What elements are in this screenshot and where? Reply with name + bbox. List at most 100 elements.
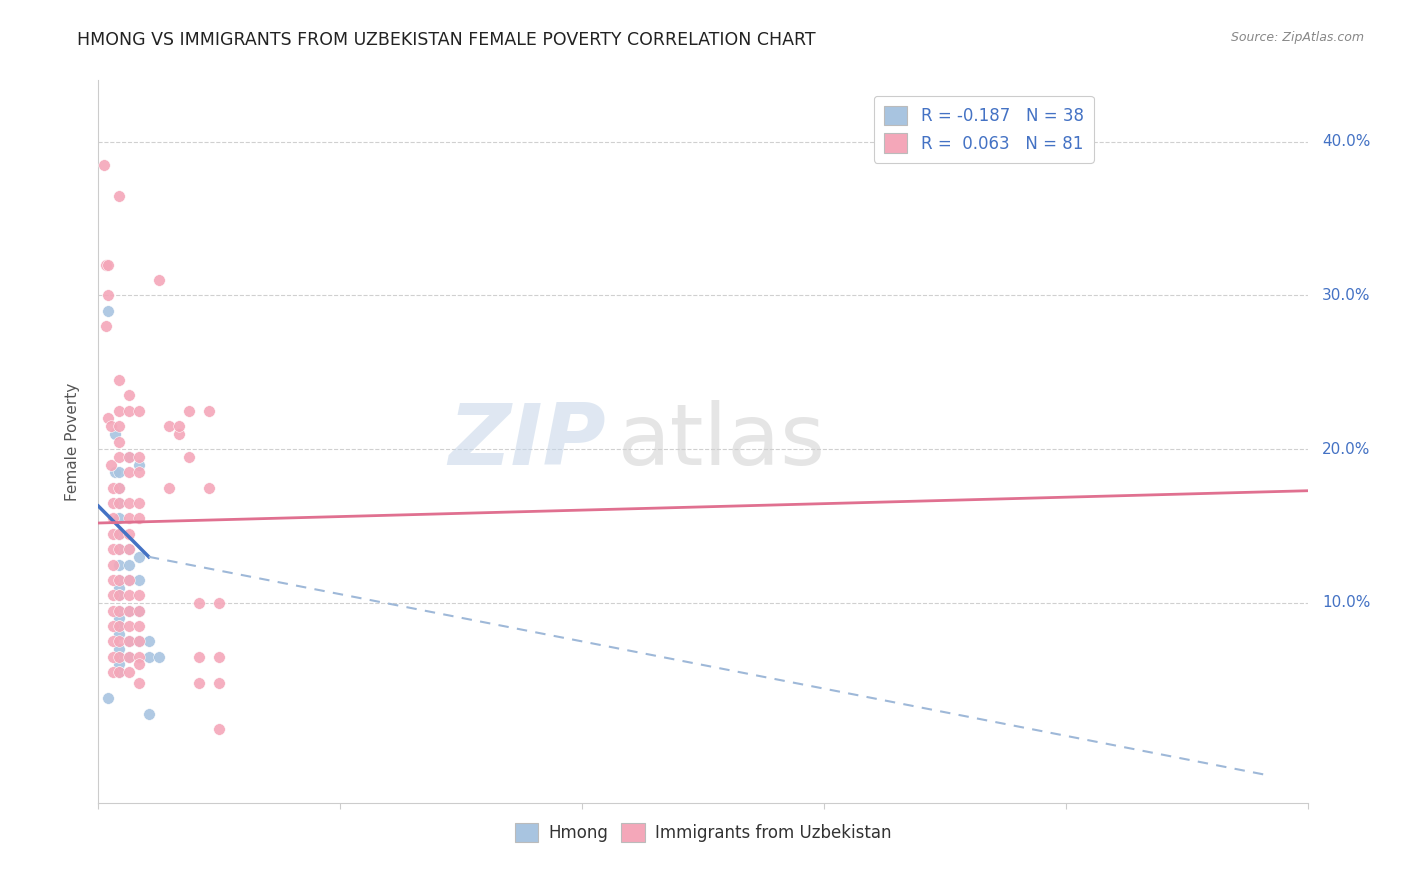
Text: ZIP: ZIP — [449, 400, 606, 483]
Point — [188, 676, 211, 690]
Point — [118, 649, 141, 664]
Point — [208, 722, 231, 736]
Point — [107, 649, 129, 664]
Point — [107, 434, 129, 449]
Point — [107, 619, 129, 633]
Point — [96, 319, 118, 334]
Point — [107, 611, 129, 625]
Point — [179, 450, 201, 464]
Legend: Hmong, Immigrants from Uzbekistan: Hmong, Immigrants from Uzbekistan — [508, 816, 898, 848]
Point — [107, 511, 129, 525]
Text: 10.0%: 10.0% — [1322, 596, 1371, 610]
Point — [107, 558, 129, 572]
Point — [118, 558, 141, 572]
Point — [118, 634, 141, 648]
Point — [198, 481, 221, 495]
Point — [107, 626, 129, 640]
Point — [118, 404, 141, 418]
Point — [118, 604, 141, 618]
Text: 20.0%: 20.0% — [1322, 442, 1371, 457]
Point — [118, 526, 141, 541]
Point — [118, 388, 141, 402]
Point — [138, 649, 160, 664]
Point — [107, 634, 129, 648]
Point — [107, 481, 129, 495]
Point — [128, 634, 150, 648]
Point — [107, 496, 129, 510]
Point — [107, 481, 129, 495]
Point — [107, 588, 129, 602]
Point — [103, 426, 125, 441]
Point — [97, 288, 120, 302]
Point — [97, 411, 120, 425]
Point — [107, 450, 129, 464]
Text: HMONG VS IMMIGRANTS FROM UZBEKISTAN FEMALE POVERTY CORRELATION CHART: HMONG VS IMMIGRANTS FROM UZBEKISTAN FEMA… — [77, 31, 815, 49]
Point — [96, 258, 118, 272]
Point — [148, 649, 170, 664]
Point — [118, 665, 141, 680]
Point — [101, 634, 124, 648]
Point — [101, 665, 124, 680]
Point — [138, 706, 160, 721]
Point — [157, 481, 180, 495]
Point — [128, 619, 150, 633]
Point — [118, 450, 141, 464]
Point — [107, 419, 129, 434]
Text: 30.0%: 30.0% — [1322, 288, 1371, 303]
Point — [107, 573, 129, 587]
Point — [93, 158, 115, 172]
Point — [101, 511, 124, 525]
Point — [103, 465, 125, 479]
Point — [97, 691, 120, 706]
Point — [208, 596, 231, 610]
Point — [118, 588, 141, 602]
Point — [128, 549, 150, 564]
Text: Source: ZipAtlas.com: Source: ZipAtlas.com — [1230, 31, 1364, 45]
Point — [107, 649, 129, 664]
Point — [118, 542, 141, 557]
Point — [128, 649, 150, 664]
Point — [107, 373, 129, 387]
Point — [118, 649, 141, 664]
Point — [148, 273, 170, 287]
Point — [128, 573, 150, 587]
Point — [118, 634, 141, 648]
Point — [118, 511, 141, 525]
Point — [188, 649, 211, 664]
Point — [128, 496, 150, 510]
Point — [118, 573, 141, 587]
Point — [208, 676, 231, 690]
Point — [128, 511, 150, 525]
Point — [107, 657, 129, 672]
Point — [107, 619, 129, 633]
Point — [97, 258, 120, 272]
Point — [107, 526, 129, 541]
Point — [118, 573, 141, 587]
Point — [128, 657, 150, 672]
Point — [118, 604, 141, 618]
Point — [100, 458, 122, 472]
Text: atlas: atlas — [619, 400, 827, 483]
Point — [179, 404, 201, 418]
Point — [198, 404, 221, 418]
Point — [101, 542, 124, 557]
Point — [101, 604, 124, 618]
Point — [107, 604, 129, 618]
Point — [107, 496, 129, 510]
Point — [167, 419, 190, 434]
Point — [101, 619, 124, 633]
Point — [107, 588, 129, 602]
Point — [128, 676, 150, 690]
Point — [167, 426, 190, 441]
Point — [107, 642, 129, 657]
Point — [107, 526, 129, 541]
Point — [128, 604, 150, 618]
Point — [107, 542, 129, 557]
Point — [128, 458, 150, 472]
Text: 40.0%: 40.0% — [1322, 135, 1371, 149]
Point — [97, 304, 120, 318]
Point — [101, 481, 124, 495]
Point — [188, 596, 211, 610]
Point — [107, 665, 129, 680]
Point — [100, 419, 122, 434]
